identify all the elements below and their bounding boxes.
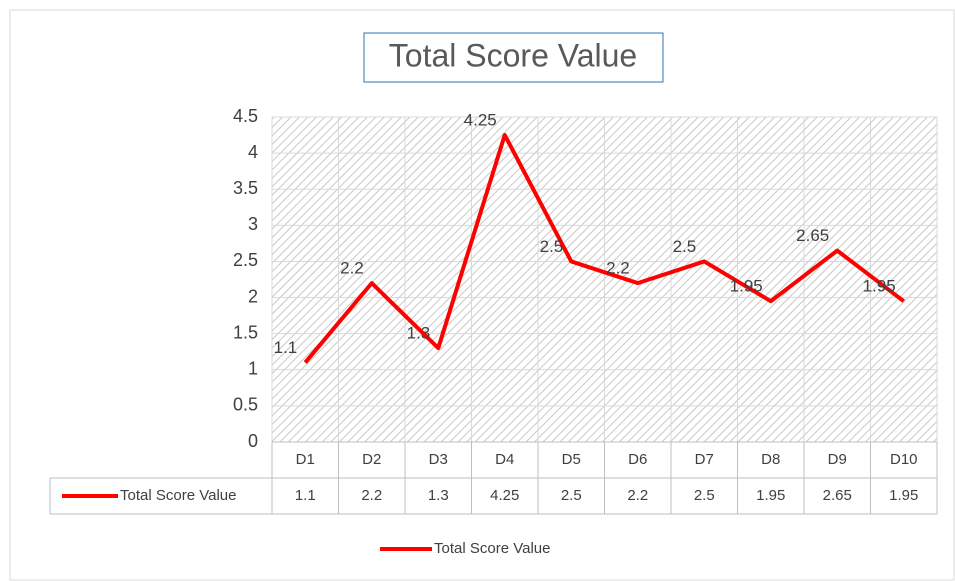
table-value: 1.95 [756,487,785,504]
table-value: 2.2 [627,487,648,504]
chart-title: Total Score Value [389,37,637,73]
x-tick-label: D5 [562,451,581,468]
data-label: 2.65 [796,226,829,245]
data-label: 1.1 [274,338,298,357]
y-tick-label: 0 [248,431,258,451]
y-tick-label: 4 [248,142,258,162]
x-tick-label: D7 [695,451,714,468]
y-tick-label: 4.5 [233,106,258,126]
data-label: 1.95 [863,277,896,296]
data-label: 1.3 [407,324,431,343]
x-tick-label: D2 [362,451,381,468]
x-tick-label: D8 [761,451,780,468]
table-value: 4.25 [490,487,519,504]
y-tick-label: 0.5 [233,395,258,415]
table-value: 2.5 [561,487,582,504]
data-label: 2.2 [340,259,364,278]
table-series-name: Total Score Value [120,487,236,504]
x-tick-label: D3 [429,451,448,468]
table-value: 2.2 [361,487,382,504]
table-value: 1.3 [428,487,449,504]
table-value: 2.5 [694,487,715,504]
data-label: 2.2 [606,259,630,278]
title-box [363,32,664,83]
y-tick-label: 2 [248,286,258,306]
x-tick-label: D1 [296,451,315,468]
y-tick-label: 2.5 [233,250,258,270]
data-label: 2.5 [540,237,564,256]
table-value: 1.1 [295,487,316,504]
x-tick-label: D9 [828,451,847,468]
y-tick-label: 3 [248,214,258,234]
series-line [303,133,905,364]
y-tick-label: 1.5 [233,322,258,342]
y-tick-label: 1 [248,359,258,379]
legend-label: Total Score Value [434,540,550,557]
y-tick-label: 3.5 [233,178,258,198]
x-tick-label: D10 [890,451,918,468]
x-tick-label: D6 [628,451,647,468]
table-value: 2.65 [823,487,852,504]
x-tick-label: D4 [495,451,514,468]
data-label: 1.95 [730,277,763,296]
table-value: 1.95 [889,487,918,504]
data-label: 2.5 [673,237,697,256]
data-label: 4.25 [464,111,497,130]
